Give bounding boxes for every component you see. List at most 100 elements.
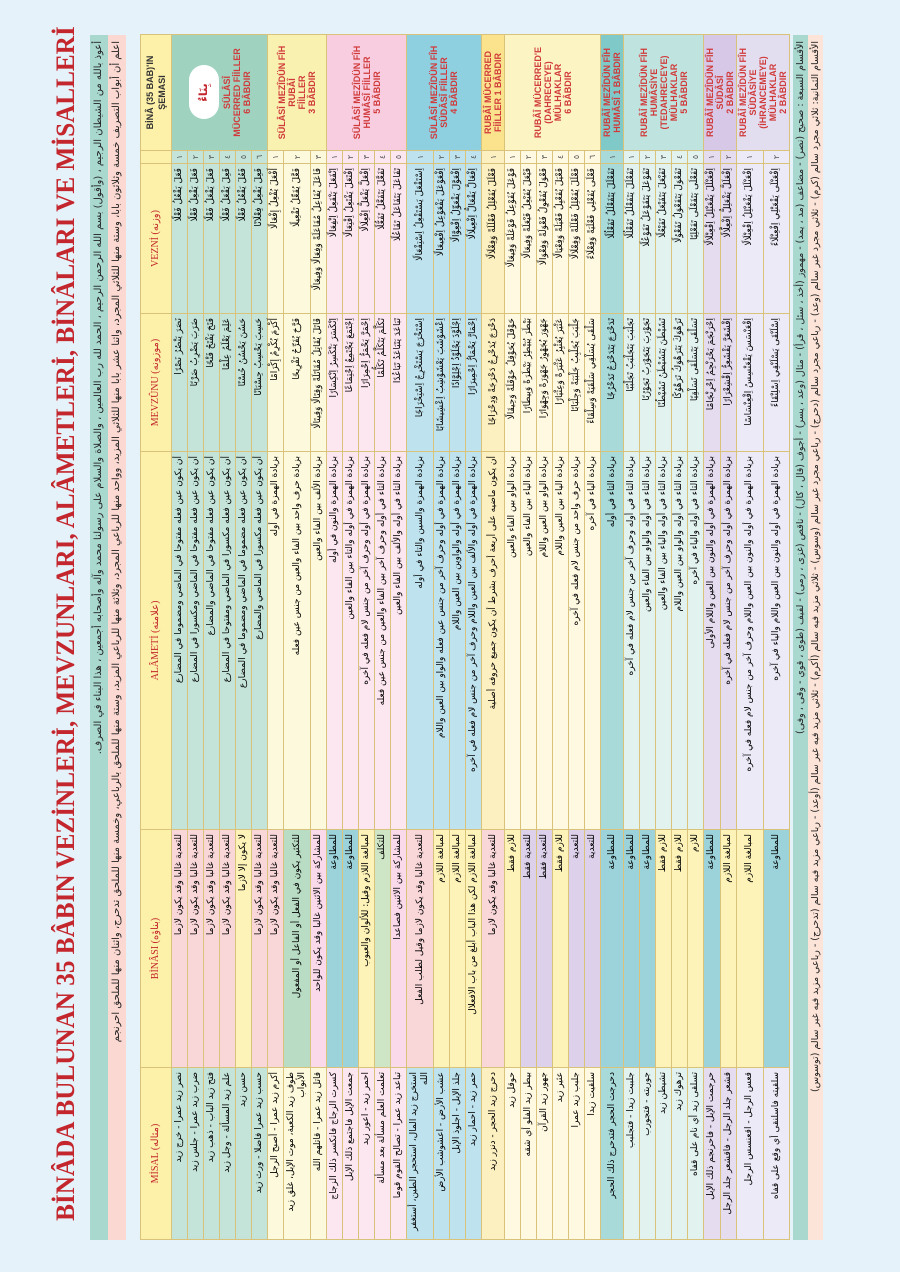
row-number: ٢ <box>639 150 656 164</box>
vezni-cell: اِنْفَعَلَ يَنْفَعِلُ اِنْفِعَالًا <box>326 163 343 314</box>
binasi-cell: لمبالغة اللازم <box>449 829 466 1068</box>
table-row: تشيطن زيد للازم فقط بزيادة التاء في أوله و… <box>655 35 672 1240</box>
alameti-cell: أن يكون عين فعله مفتوحا في الماضي ومضموم… <box>171 451 188 830</box>
table-row: جهور زيد القرآن للتعدية فقط بزيادة الواو ب… <box>536 35 553 1240</box>
misal-cell: حمر زيد - احمار زيد <box>465 1067 482 1240</box>
vezni-cell: تَفَعْلَى يَتَفَعْلَى تَفَعْلِيًا <box>687 163 704 314</box>
row-number: ٦ <box>251 150 268 164</box>
schema-group-label: SÜLÂSÎ MEZÎDÜN FÎH RUBÂÎ FİİLLER 3 BÂBDI… <box>277 45 317 140</box>
mevzunu-cell: اِحْمَارَّ يَحْمَارُّ اِحْمِيرَارًا <box>465 313 482 452</box>
header-vezni: VEZNİ (وزنه) <box>140 163 172 314</box>
vezni-cell: فَاعَلَ يُفَاعِلُ مُفَاعَلَةً وَفِعَالًا… <box>310 163 327 314</box>
row-number: ١ <box>267 150 284 164</box>
vezni-cell: فَعِلَ يَفْعِلُ فِعْلَانًا <box>251 163 268 314</box>
table-row: كسرت الزجاج فانكسر ذلك الزجاج للمطاوعة بزي… <box>326 34 407 1240</box>
mevzunu-cell: فَرَّحَ يُفَرِّحُ تَفْرِيحًا <box>283 313 311 452</box>
mevzunu-cell: دَحْرَجَ يُدَحْرِجُ دَحْرَجَةً وَدِحْرَا… <box>481 313 505 452</box>
mevzunu-cell: تَجَلْبَبَ يَتَجَلْبَبُ تَجَلْبُبًا <box>623 313 640 452</box>
mevzunu-cell: اِقْعَنْسَسَ يَقْعَنْسِسُ اِقْعِنْسَاسًا <box>736 313 763 452</box>
cloud-badge: بِنَاءٌ <box>189 65 219 120</box>
intro-line-1: أعوذ بالله من الشيطان الرجيم ، (وأقول) ب… <box>90 35 108 1240</box>
misal-cell: أكرم زيد عمرا - أصبح الرجل <box>267 1067 284 1240</box>
table-row: تسلقى زيد أي نام على قفاه للازم بزيادة الت… <box>687 35 704 1240</box>
misal-cell: عشب الأرض - اعشوشب الأرض <box>433 1067 450 1240</box>
header-schema: BİNÂ (35 BAB)'IN ŞEMASI <box>140 34 172 151</box>
vezni-cell: تَفَوْعَلَ يَتَفَوْعَلُ تَفَوْعُلًا <box>639 163 656 314</box>
alameti-cell: بزيادة الألف بين الفاء والعين <box>310 451 327 830</box>
table-row: دحرج زيد الحجر - دنزر زيد للتعدية غالبا و… <box>481 34 505 1240</box>
vezni-cell: فَعُلَ يَفْعُلُ فَعْلًا <box>235 163 252 314</box>
misal-cell: دحرجت الحجر فتدحرج ذلك الحجر <box>600 1067 624 1240</box>
table-row: فتح زيد الباب - ذهب زيد للتعدية غالبا وقد… <box>203 35 220 1240</box>
mevzunu-cell: اِسْلَنْقَى يَسْلَنْقِي اِسْلِنْقَاءً <box>763 313 790 452</box>
table-row: جلذ الإبل - اجلوذ الإبل لمبالغة اللازم بزي… <box>449 35 466 1240</box>
schema-group-label: RUBÂÎ MEZÎDÜN FÎH HUMÂSÎ 1 BÂBDIR <box>602 48 622 137</box>
alameti-cell: بزيادة التاء في أوله <box>600 451 624 830</box>
schema-group-cell: RUBÂÎ MEZÎDÜN FÎH SÜDÂSİYE (İHRANCEMEYE)… <box>736 34 790 151</box>
vezni-cell: اِفْعَوَّلَ يَفْعَوِّلُ اِفْعِوَّالًا <box>449 163 466 314</box>
misal-cell: تسلقى زيد أي نام على قفاه <box>687 1067 704 1240</box>
vezni-cell: فَعَلَ يَفْعُلُ فَعْلًا <box>171 163 188 314</box>
mevzunu-cell: بَيْطَرَ يُبَيْطِرُ بَيْطَرَةً وَبِيطَار… <box>520 313 537 452</box>
vezni-cell: فَعْيَلَ يُفَعْيِلُ فَعْيَلَةً وَفِعْيَا… <box>552 163 569 314</box>
poster-content: BİNÂDA BULUNAN 35 BÂBIN VEZİNLERİ, MEVZU… <box>46 26 823 1240</box>
alameti-cell: بزيادة الهمزة والسين والتاء في أوله <box>406 451 434 830</box>
alameti-cell: بزيادة الياء بين الفاء والعين <box>520 451 537 830</box>
schema-group-cell: RUBÂÎ MÜCERRED FİİLLER 1 BÂBDIR <box>481 34 505 151</box>
table-row: حسن زيد لا يكون إلا لازما أن يكون عين فعله… <box>235 35 252 1240</box>
table-row: جلبب زيد عمرا للتعدية بزيادة حرف واحد من ج… <box>568 35 585 1240</box>
binasi-cell: لمبالغة اللازم لكن هذا الباب أبلغ من باب… <box>465 829 482 1068</box>
row-number: ١ <box>406 150 434 164</box>
binasi-cell: للازم فقط <box>671 829 688 1068</box>
vezni-cell: فَعْوَلَ يُفَعْوِلُ فَعْوَلَةً وَفِعْوَا… <box>536 163 553 314</box>
schema-group-label: RUBÂÎ MÜCERRED FİİLLER 1 BÂBDIR <box>483 51 503 134</box>
misal-cell: جلبب زيد عمرا <box>568 1067 585 1240</box>
misal-cell: عثير زيد <box>552 1067 569 1240</box>
alameti-cell: بزيادة الهمزة في أوله وحرف آخر من جنس لا… <box>720 451 737 830</box>
table-row: علم زيد المسألة - وجل زيد للتعدية غالبا و… <box>219 35 236 1240</box>
row-number: ٤ <box>671 150 688 164</box>
mevzunu-cell: سَلْقَى يُسَلْقِي سَلْقَيَةً وَسِلْقَاءً <box>584 313 601 452</box>
schema-group-label: SÜLÂSÎ MEZÎDÜN FÎH SÜDÂSÎ FİİLLER 4 BÂBD… <box>429 45 459 140</box>
binasi-cell: للتعدية غالبا وقد يكون لازما <box>481 829 505 1068</box>
binasi-cell: للتعدية فقط <box>536 829 553 1068</box>
vezni-cell: اِسْتَفْعَلَ يَسْتَفْعِلُ اِسْتِفْعَالًا <box>406 163 434 314</box>
alameti-cell: أن يكون عين فعله مفتوحا في الماضي ومكسور… <box>187 451 204 830</box>
vezni-cell: فَعْلَى يُفَعْلِي فَعْلَيَةً وَفِعْلَاءً <box>584 163 601 314</box>
table-row: حرجمت الإبل - فاحرنجم ذلك الإبل للمطاوعة ب… <box>703 34 737 1240</box>
binasi-cell: للازم فقط <box>552 829 569 1068</box>
mevzunu-cell: اِنْكَسَرَ يَنْكَسِرُ اِنْكِسَارًا <box>326 313 343 452</box>
row-number: ١ <box>736 150 763 164</box>
table-row: تباعد زيد عمرا - تصالح القوم قوما للمشارك… <box>390 35 407 1240</box>
table-row: طوف زيد الكعبة، موت الإبل، غلق زيد الأبو… <box>283 35 311 1240</box>
alameti-cell: أن يكون عين فعله مكسورا في الماضي والمضا… <box>251 451 268 830</box>
table-row: تعلمت العلم مسألة بعد مسألة للتكلف بزيادة … <box>374 35 391 1240</box>
binasi-cell: للتعدية <box>568 829 585 1068</box>
mevzunu-cell: حَسِبَ يَحْسِبُ حِسْبَانًا <box>251 313 268 452</box>
misal-cell: سلقيت زيدا <box>584 1067 601 1240</box>
misal-cell: نصر زيد عمرا - خرج زيد <box>171 1067 188 1240</box>
misal-cell: استخرج زيد المال، استحجر الطين، أستغفر ا… <box>406 1067 434 1240</box>
alameti-cell: بزيادة التاء في أوله والياء في آخره <box>687 451 704 830</box>
vezni-cell: اِفْعَنْلَلَ يَفْعَنْلِلُ اِفْعِنْلَالًا <box>736 163 763 314</box>
misal-cell: قاتل زيد عمرا - قاتلهم الله <box>310 1067 327 1240</box>
binasi-cell: للتعدية غالبا وقد يكون لازما <box>251 829 268 1068</box>
binasi-cell: للتعدية <box>584 829 601 1068</box>
misal-cell: حوقل زيد <box>504 1067 521 1240</box>
misal-cell: تباعد زيد عمرا - تصالح القوم قوما <box>390 1067 407 1240</box>
row-number: ٥ <box>687 150 704 164</box>
vezni-cell: اِفْعَلَلَّ يَفْعَلِلُّ اِفْعِلَّالًا <box>720 163 737 314</box>
mevzunu-cell: اِعْشَوْشَبَ يَعْشَوْشِبُ اِعْشِيشَابًا <box>433 313 450 452</box>
binasi-cell: للمطاوعة <box>623 829 640 1068</box>
babs-table: MİSAL (مثاله) BİNÂSI (بناؤه) ALÂMETİ (عل… <box>140 34 790 1240</box>
vezni-cell: أَفْعَلَ يُفْعِلُ إِفْعَالًا <box>267 163 284 314</box>
schema-group-label: RUBÂÎ MEZÎDÜN FÎH HUMÂSİYE (TEDAHRECEYE)… <box>638 48 689 137</box>
alameti-cell: أن يكون ماضيه على أربعة أحرف بشرط أن يكو… <box>481 451 505 830</box>
binasi-cell: للمشاركة بين الاثنين فصاعدا <box>390 829 407 1068</box>
vezni-cell: فَعَّلَ يُفَعِّلُ تَفْعِيلًا <box>283 163 311 314</box>
mevzunu-cell: تَسَلْقَى يَتَسَلْقَى تَسَلْقِيًا <box>687 313 704 452</box>
mevzunu-cell: فَتَحَ يَفْتَحُ فَتْحًا <box>203 313 220 452</box>
mevzunu-cell: أَكْرَمَ يُكْرِمُ إِكْرَامًا <box>267 313 284 452</box>
vezni-cell: فَعَلَ يَفْعَلُ فَعْلًا <box>203 163 220 314</box>
